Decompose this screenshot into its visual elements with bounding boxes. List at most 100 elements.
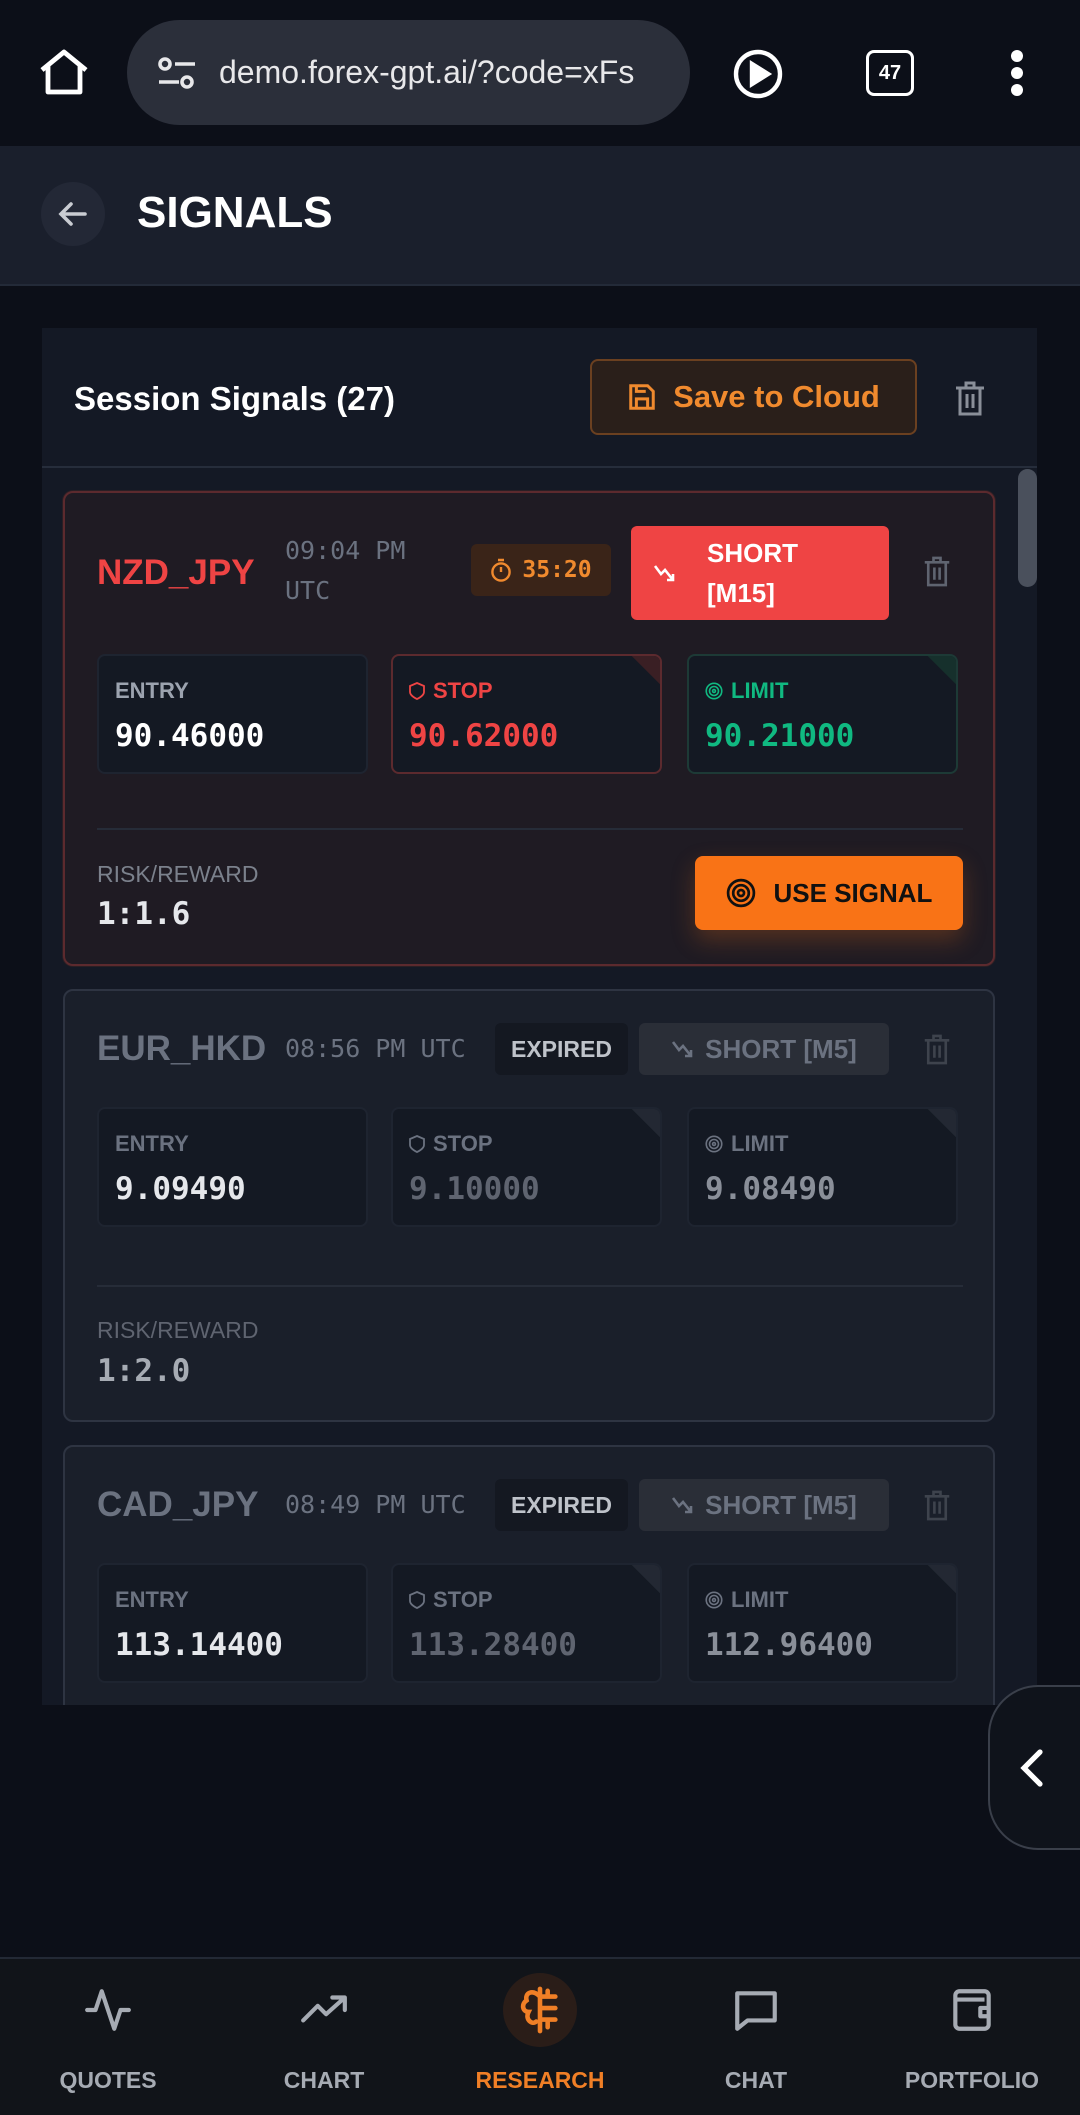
target-icon [705,1135,723,1153]
stop-box: STOP 90.62000 [391,654,662,774]
countdown-value: 35:20 [522,557,592,583]
save-to-cloud-button[interactable]: Save to Cloud [590,359,917,435]
rr-value: 1:1.6 [97,896,191,932]
rr-label: RISK/REWARD [97,861,259,887]
stop-value: 9.10000 [409,1171,540,1207]
nav-chat[interactable]: CHAT [648,1959,864,2115]
limit-box: LIMIT 112.96400 [687,1563,958,1683]
signal-pair: EUR_HKD [97,1029,267,1068]
nav-quotes[interactable]: QUOTES [0,1959,216,2115]
direction-badge: SHORT [M5] [639,1023,889,1075]
stop-box: STOP 9.10000 [391,1107,662,1227]
timer-icon [491,558,512,582]
signal-card: NZD_JPY 09:04 PM UTC 35:20 SHORT [M15] E… [63,491,995,966]
side-drawer-toggle[interactable] [988,1685,1080,1850]
direction-label: SHORT [M5] [705,1489,857,1520]
wallet-icon [935,1973,1009,2047]
stop-value: 113.28400 [409,1627,577,1663]
stop-label: STOP [433,678,493,703]
use-signal-button[interactable]: USE SIGNAL [695,856,963,930]
nav-label: QUOTES [59,2067,157,2093]
message-square-icon [719,1973,793,2047]
limit-value: 9.08490 [705,1171,836,1207]
entry-value: 9.09490 [115,1171,246,1207]
limit-label: LIMIT [731,678,789,703]
panel-title: Session Signals (27) [74,380,395,417]
shield-icon [409,1135,425,1153]
back-button[interactable] [41,182,105,246]
chevron-left-icon [1020,1748,1043,1787]
entry-label: ENTRY [115,678,189,703]
delete-signal-icon[interactable] [923,555,951,592]
direction-badge: SHORT [M15] [631,526,889,620]
limit-label: LIMIT [731,1587,789,1612]
entry-value: 90.46000 [115,718,265,754]
app-header [0,146,1080,286]
arrow-left-icon [58,202,87,226]
stop-label: STOP [433,1131,493,1156]
limit-value: 112.96400 [705,1627,873,1663]
entry-box: ENTRY 113.14400 [97,1563,368,1683]
shield-icon [409,682,425,700]
nav-label: RESEARCH [475,2067,605,2093]
nav-portfolio[interactable]: PORTFOLIO [864,1959,1080,2115]
entry-box: ENTRY 9.09490 [97,1107,368,1227]
bottom-nav: QUOTES CHART RESEARCH CHAT PORTFOLIO [0,1957,1080,2115]
tabs-count-button[interactable]: 47 [866,50,914,96]
nav-label: CHART [283,2067,365,2093]
signal-card: EUR_HKD 08:56 PM UTC EXPIRED SHORT [M5] … [63,989,995,1422]
trending-up-icon [287,1973,361,2047]
target-icon [726,878,755,908]
save-icon [629,384,655,410]
expired-badge: EXPIRED [495,1479,628,1531]
stop-label: STOP [433,1587,493,1612]
signal-pair: NZD_JPY [97,553,255,592]
site-settings-icon[interactable] [157,56,197,90]
limit-box: LIMIT 9.08490 [687,1107,958,1227]
trend-down-icon [672,1041,693,1058]
divider [97,828,963,830]
direction-label: SHORT [M15] [707,538,798,608]
direction-label: SHORT [M5] [705,1033,857,1064]
more-menu-icon[interactable] [1008,50,1026,101]
signal-pair: CAD_JPY [97,1485,259,1524]
entry-label: ENTRY [115,1131,189,1156]
signal-time: 08:56 PM UTC [285,1034,466,1063]
page-title: SIGNALS [137,188,333,237]
entry-value: 113.14400 [115,1627,283,1663]
browser-toolbar: demo.forex-gpt.ai/?code=xFs 47 [0,0,1080,146]
panel-header: Session Signals (27) Save to Cloud [42,328,1037,468]
limit-label: LIMIT [731,1131,789,1156]
play-icon[interactable] [732,48,784,105]
shield-icon [409,1591,425,1609]
brain-icon [503,1973,577,2047]
use-signal-label: USE SIGNAL [773,877,933,908]
scrollbar[interactable] [1018,469,1037,587]
divider [97,1285,963,1287]
signal-time: 09:04 PM UTC [285,536,406,605]
signal-card: CAD_JPY 08:49 PM UTC EXPIRED SHORT [M5] … [63,1445,995,1705]
nav-research[interactable]: RESEARCH [432,1959,648,2115]
rr-value: 1:2.0 [97,1353,191,1389]
target-icon [705,682,723,700]
clear-all-trash-icon[interactable] [954,380,986,421]
save-label: Save to Cloud [673,379,880,414]
limit-box: LIMIT 90.21000 [687,654,958,774]
stop-value: 90.62000 [409,718,559,754]
home-icon[interactable] [38,48,90,101]
direction-badge: SHORT [M5] [639,1479,889,1531]
activity-icon [71,1973,145,2047]
nav-label: CHAT [724,2067,788,2093]
session-signals-panel: Session Signals (27) Save to Cloud NZD_J… [42,328,1037,1705]
delete-signal-icon[interactable] [923,1489,951,1526]
address-bar[interactable]: demo.forex-gpt.ai/?code=xFs [127,20,690,125]
nav-chart[interactable]: CHART [216,1959,432,2115]
stop-box: STOP 113.28400 [391,1563,662,1683]
signal-time: 08:49 PM UTC [285,1490,466,1519]
nav-label: PORTFOLIO [904,2067,1040,2093]
entry-label: ENTRY [115,1587,189,1612]
trend-down-icon [653,565,675,582]
countdown-badge: 35:20 [471,544,611,596]
rr-label: RISK/REWARD [97,1317,259,1343]
delete-signal-icon[interactable] [923,1033,951,1070]
